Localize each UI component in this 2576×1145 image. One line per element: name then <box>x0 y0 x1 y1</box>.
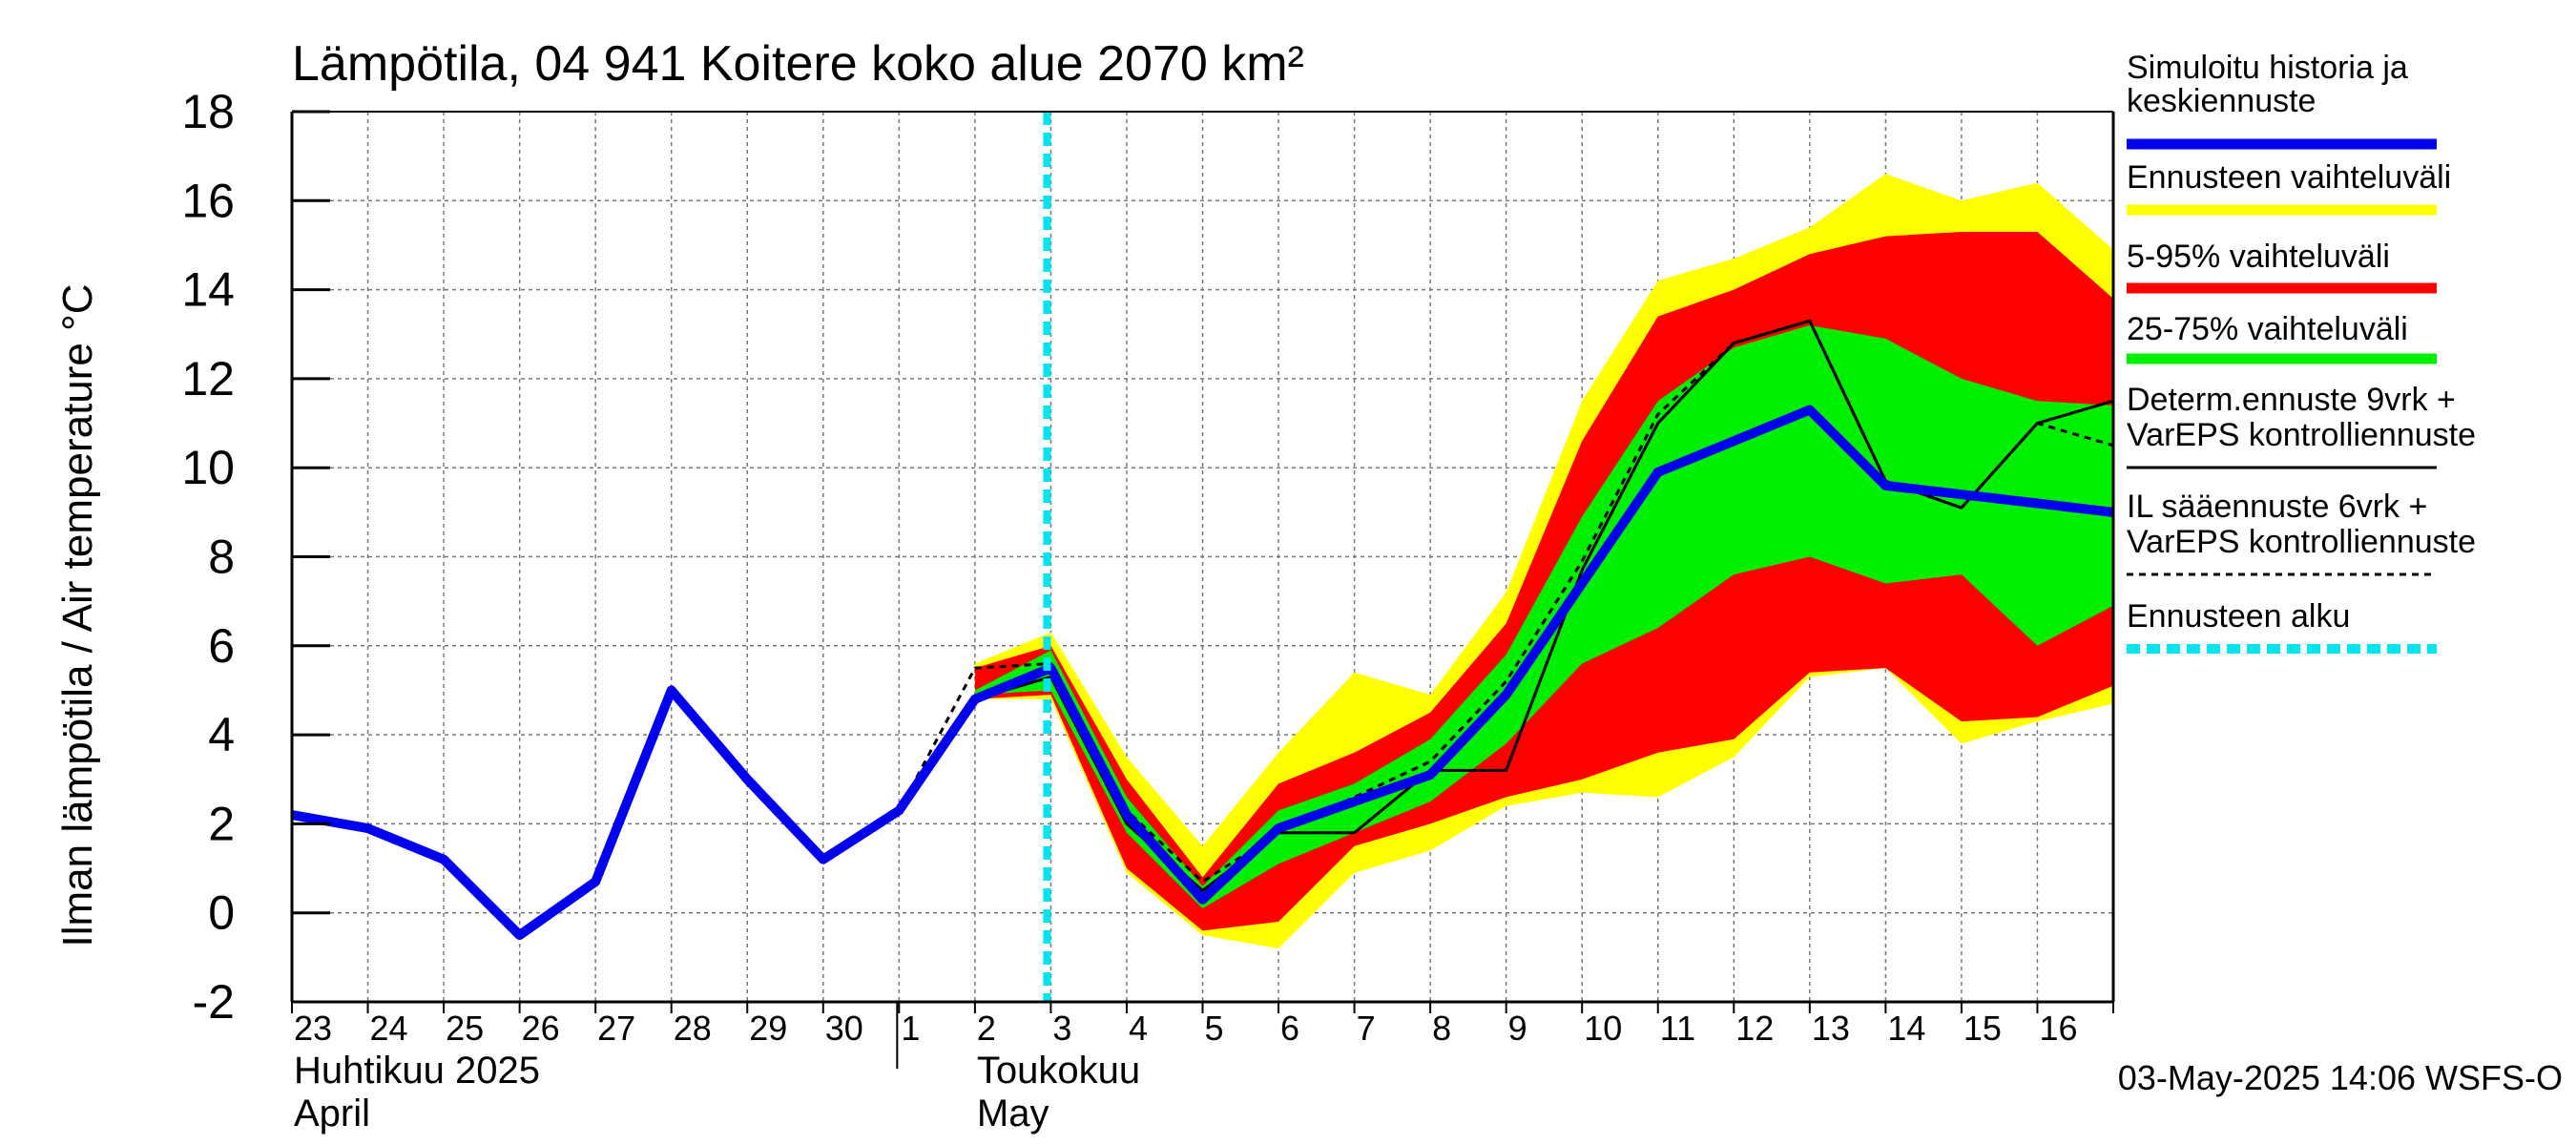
month-label-en: April <box>294 1093 370 1135</box>
month-label-en: May <box>977 1093 1049 1135</box>
band-area <box>974 324 2113 909</box>
x-tick-label: 15 <box>1963 1009 2002 1048</box>
series-lines <box>292 112 2113 1002</box>
y-tick-label: 2 <box>208 797 235 850</box>
month-label: Toukokuu <box>977 1050 1140 1092</box>
x-tick-label: 5 <box>1205 1009 1224 1048</box>
footer-timestamp: 03-May-2025 14:06 WSFS-O <box>2118 1058 2563 1097</box>
x-tick-label: 2 <box>977 1009 996 1048</box>
legend-label: 25-75% vaihteluväli <box>2127 311 2408 347</box>
x-tick-label: 1 <box>901 1009 920 1048</box>
x-tick-label: 13 <box>1812 1009 1850 1048</box>
series-line <box>292 405 2113 941</box>
legend-label: Ennusteen vaihteluväli <box>2127 159 2451 196</box>
legend-label: IL sääennuste 6vrk + <box>2127 489 2427 525</box>
x-tick-label: 27 <box>597 1009 635 1048</box>
y-tick-label: 4 <box>208 708 235 761</box>
legend-label: Determ.ennuste 9vrk + <box>2127 382 2456 418</box>
y-tick-label: 10 <box>181 441 235 494</box>
month-label: Huhtikuu 2025 <box>294 1050 540 1092</box>
x-tick-label: 10 <box>1584 1009 1622 1048</box>
y-tick-label: -2 <box>193 975 235 1029</box>
x-tick-label: 9 <box>1508 1009 1527 1048</box>
y-tick-label: 8 <box>208 531 235 584</box>
legend-label: 5-95% vaihteluväli <box>2127 239 2390 275</box>
x-tick-label: 29 <box>749 1009 787 1048</box>
x-tick-label: 25 <box>446 1009 484 1048</box>
x-tick-label: 4 <box>1129 1009 1148 1048</box>
y-axis-label: Ilman lämpötila / Air temperature °C <box>54 284 101 947</box>
x-tick-label: 23 <box>294 1009 332 1048</box>
x-tick-label: 28 <box>674 1009 712 1048</box>
x-tick-label: 14 <box>1887 1009 1925 1048</box>
legend-label: VarEPS kontrolliennuste <box>2127 417 2476 453</box>
legend-label: Simuloitu historia ja <box>2127 50 2408 86</box>
x-tick-label: 11 <box>1660 1009 1695 1048</box>
y-tick-label: 6 <box>208 619 235 673</box>
legend-label: VarEPS kontrolliennuste <box>2127 524 2476 560</box>
y-tick-label: 0 <box>208 886 235 940</box>
chart-title: Lämpötila, 04 941 Koitere koko alue 2070… <box>292 36 1304 92</box>
forecast-bands <box>974 174 2113 949</box>
x-tick-label: 7 <box>1357 1009 1376 1048</box>
x-tick-label: 26 <box>522 1009 560 1048</box>
y-tick-label: 16 <box>181 174 235 227</box>
x-tick-label: 24 <box>370 1009 408 1048</box>
x-tick-label: 30 <box>825 1009 863 1048</box>
x-tick-label: 6 <box>1280 1009 1299 1048</box>
x-tick-label: 16 <box>2039 1009 2077 1048</box>
y-tick-label: 14 <box>181 263 235 317</box>
legend-label: keskiennuste <box>2127 83 2316 119</box>
legend-label: Ennusteen alku <box>2127 598 2350 635</box>
x-tick-label: 3 <box>1052 1009 1071 1048</box>
y-tick-label: 12 <box>181 352 235 406</box>
x-tick-label: 8 <box>1432 1009 1451 1048</box>
y-tick-label: 18 <box>181 85 235 138</box>
x-tick-label: 12 <box>1735 1009 1774 1048</box>
